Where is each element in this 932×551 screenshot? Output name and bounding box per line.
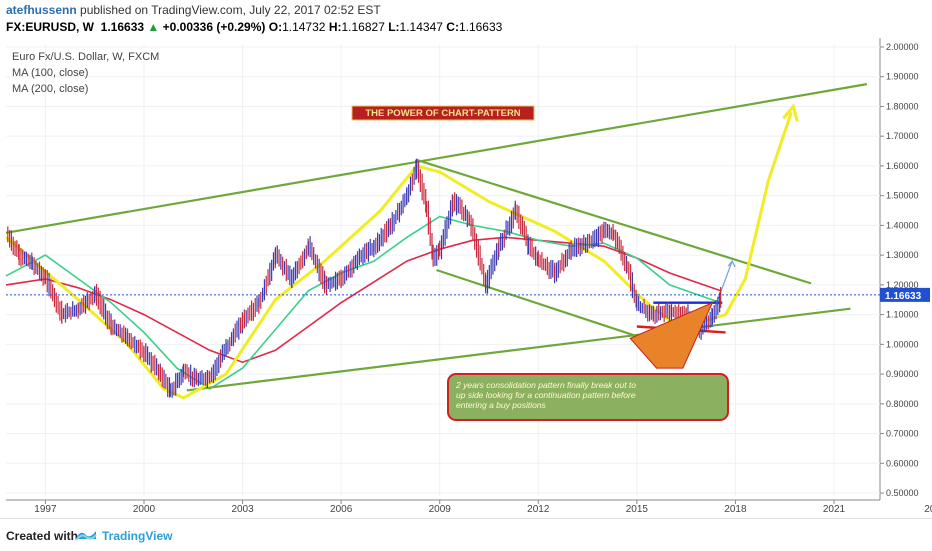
x-tick-label: 2021 [823,504,846,515]
high-value: 1.16827 [341,20,385,34]
x-tick-label: 2009 [429,504,452,515]
y-tick-label: 1.20000 [886,280,919,290]
callout-box [447,373,729,421]
y-tick-label: 1.00000 [886,339,919,349]
created-with-text: Created with [6,529,79,543]
lower-channel-trendline [186,307,851,392]
breakout-arrow-head [727,259,736,268]
y-tick-label: 0.90000 [886,369,919,379]
callout-text: 2 years consolidation pattern finally br… [455,380,636,410]
header: atefhussenn published on TradingView.com… [0,0,932,38]
footer: Created with TradingView [0,518,932,551]
y-tick-label: 1.40000 [886,220,919,230]
last-price-badge [880,287,930,302]
low-value: 1.14347 [399,20,443,34]
y-tick-label: 1.80000 [886,101,919,111]
y-tick-label: 0.80000 [886,399,919,409]
x-tick-label: 2003 [231,504,254,515]
x-tick-label: 2006 [330,504,353,515]
high-label: H: [328,20,342,34]
author-name[interactable]: atefhussenn [6,3,77,17]
y-tick-label: 1.10000 [886,310,919,320]
tradingview-link[interactable]: TradingView [102,529,173,543]
ohlc-info: FX:EURUSD, W 1.16633 ▲ +0.00336 (+0.29%)… [6,20,502,34]
published-text: published on TradingView.com, July 22, 2… [80,3,381,17]
callout-pointer [629,301,714,369]
y-tick-label: 1.90000 [886,72,919,82]
chart-area[interactable]: 2.00000 1.90000 1.80000 1.70000 1.60000 1.500… [0,38,932,518]
last-price: 1.16633 [100,20,145,34]
up-arrow-icon: ▲ [147,20,160,34]
yellow-arrow-head [782,103,799,122]
y-tick-label: 0.70000 [886,429,919,439]
close-label: C: [446,20,459,34]
close-value: 1.16633 [458,20,503,34]
x-tick-label: 2012 [527,504,550,515]
x-tick-label: 2000 [133,504,156,515]
descending-upper-trendline [416,158,812,285]
x-tick-label: 202 [924,504,932,515]
tradingview-logo-icon[interactable] [74,527,98,543]
open-label: O: [268,20,283,34]
title-box [351,105,535,121]
price-change: +0.00336 (+0.29%) [162,20,266,34]
legend-ma200: MA (200, close) [12,83,89,95]
publish-info: atefhussenn published on TradingView.com… [6,3,381,17]
breakout-projection-line [715,260,733,306]
title-box-text: THE POWER OF CHART-PATTERN [365,108,520,119]
x-tick-label: 2018 [724,504,747,515]
low-label: L: [388,20,400,34]
y-tick-label: 0.50000 [886,488,919,498]
symbol-label: FX:EURUSD, W [6,20,94,34]
chart-legend: Euro Fx/U.S. Dollar, W, FXCM MA (100, cl… [12,49,159,97]
y-tick-label: 0.60000 [886,458,919,468]
legend-instrument: Euro Fx/U.S. Dollar, W, FXCM [12,51,160,63]
y-tick-label: 1.50000 [886,191,919,201]
x-tick-label: 2015 [626,504,649,515]
y-tick-label: 1.30000 [886,250,919,260]
price-chart[interactable]: 2.00000 1.90000 1.80000 1.70000 1.60000 1.500… [0,38,932,518]
legend-ma100: MA (100, close) [12,67,89,79]
open-value: 1.14732 [282,20,326,34]
descending-lower-trendline [436,268,644,340]
upper-channel-trendline [5,83,868,234]
y-tick-label: 1.70000 [886,131,919,141]
last-price-badge-text: 1.16633 [885,291,922,302]
y-tick-label: 1.60000 [886,161,919,171]
y-tick-label: 2.00000 [886,42,919,52]
x-tick-label: 1997 [34,504,57,515]
